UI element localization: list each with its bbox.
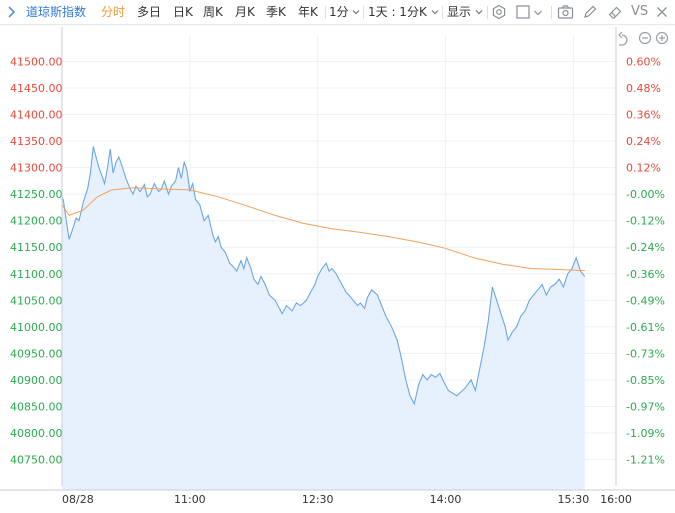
period-select-label: 1分 bbox=[329, 5, 349, 19]
display-select-label: 显示 bbox=[447, 5, 472, 19]
square-icon[interactable] bbox=[515, 4, 531, 24]
x-tick-label: 16:00 bbox=[600, 493, 632, 506]
index-name: 道琼斯指数 bbox=[26, 5, 87, 19]
zoom-out-icon[interactable] bbox=[638, 31, 652, 45]
x-tick-label: 08/28 bbox=[62, 493, 94, 506]
pct-tick-label: -0.61% bbox=[626, 321, 665, 334]
pct-tick-label: -0.97% bbox=[626, 400, 665, 413]
y-tick-label: 41000.00 bbox=[10, 321, 63, 334]
close-icon[interactable] bbox=[655, 5, 669, 23]
y-tick-label: 40800.00 bbox=[10, 427, 63, 440]
chevron-down-icon bbox=[353, 10, 360, 15]
price-area bbox=[62, 146, 585, 490]
toolbar-divider bbox=[442, 6, 443, 19]
tab-yearly-k[interactable]: 年K bbox=[298, 5, 318, 19]
chevron-down-icon bbox=[475, 10, 483, 15]
pct-tick-label: 0.48% bbox=[626, 82, 661, 95]
x-tick-label: 12:30 bbox=[302, 493, 334, 506]
y-tick-label: 41350.00 bbox=[10, 135, 63, 148]
pct-tick-label: -0.24% bbox=[626, 241, 665, 254]
y-tick-label: 40750.00 bbox=[10, 453, 63, 466]
toolbar-divider bbox=[487, 6, 488, 19]
tab-quarterly-k[interactable]: 季K bbox=[266, 5, 286, 19]
undo-icon[interactable] bbox=[618, 31, 628, 46]
y-tick-label: 41150.00 bbox=[10, 241, 63, 254]
x-tick-label: 11:00 bbox=[174, 493, 206, 506]
chevron-down-icon[interactable] bbox=[533, 6, 543, 22]
y-tick-label: 41200.00 bbox=[10, 215, 63, 228]
settings-icon[interactable] bbox=[491, 4, 507, 24]
pct-tick-label: 0.36% bbox=[626, 109, 661, 122]
pct-tick-label: -0.36% bbox=[626, 268, 665, 281]
pen-icon[interactable] bbox=[582, 4, 598, 24]
y-tick-label: 41050.00 bbox=[10, 294, 63, 307]
y-tick-label: 41450.00 bbox=[10, 82, 63, 95]
pct-tick-label: 0.60% bbox=[626, 56, 661, 69]
x-tick-label: 14:00 bbox=[430, 493, 462, 506]
y-tick-label: 41250.00 bbox=[10, 188, 63, 201]
y-tick-label: 40900.00 bbox=[10, 374, 63, 387]
pct-tick-label: -1.09% bbox=[626, 427, 665, 440]
pct-tick-label: -0.49% bbox=[626, 294, 665, 307]
x-tick-label: 15:30 bbox=[558, 493, 590, 506]
period-select[interactable]: 1分 bbox=[329, 4, 360, 20]
pct-tick-label: -0.85% bbox=[626, 374, 665, 387]
range-select[interactable]: 1天 : 1分K bbox=[368, 4, 439, 20]
pct-tick-label: -1.21% bbox=[626, 453, 665, 466]
tab-weekly-k[interactable]: 周K bbox=[203, 5, 223, 19]
eraser-icon[interactable] bbox=[607, 4, 623, 24]
tab-monthly-k[interactable]: 月K bbox=[235, 5, 255, 19]
pct-tick-label: 0.12% bbox=[626, 162, 661, 175]
pct-tick-label: -0.12% bbox=[626, 215, 665, 228]
average-line bbox=[61, 187, 585, 272]
tab-multi-day[interactable]: 多日 bbox=[137, 5, 162, 19]
expand-arrow-icon[interactable] bbox=[6, 5, 16, 23]
y-tick-label: 41400.00 bbox=[10, 109, 63, 122]
pct-tick-label: -0.00% bbox=[626, 188, 665, 201]
chart-controls bbox=[618, 31, 669, 46]
y-tick-label: 41300.00 bbox=[10, 162, 63, 175]
camera-icon[interactable] bbox=[557, 4, 574, 24]
y-tick-label: 41100.00 bbox=[10, 268, 63, 281]
chart-toolbar: 道琼斯指数 分时 多日 日K 周K 月K 季K 年K 1分 1天 : 1分K 显… bbox=[0, 0, 675, 25]
display-select[interactable]: 显示 bbox=[447, 4, 483, 20]
compare-button[interactable]: VS bbox=[631, 4, 649, 19]
toolbar-divider bbox=[551, 6, 552, 19]
axes: 41500.00 0.60% 41450.00 0.48% 41400.00 0.36% 4… bbox=[0, 27, 675, 506]
chevron-down-icon bbox=[431, 10, 439, 15]
y-tick-label: 40950.00 bbox=[10, 347, 63, 360]
zoom-in-icon[interactable] bbox=[655, 31, 669, 45]
y-tick-label: 41500.00 bbox=[10, 56, 63, 69]
toolbar-divider bbox=[325, 6, 326, 19]
tab-daily-k[interactable]: 日K bbox=[173, 5, 193, 19]
range-select-label: 1天 : 1分K bbox=[368, 5, 427, 19]
price-line bbox=[61, 146, 586, 406]
y-tick-label: 40850.00 bbox=[10, 400, 63, 413]
tab-intraday[interactable]: 分时 bbox=[101, 5, 126, 19]
pct-tick-label: -0.73% bbox=[626, 347, 665, 360]
toolbar-divider bbox=[363, 6, 364, 19]
pct-tick-label: 0.24% bbox=[626, 135, 661, 148]
